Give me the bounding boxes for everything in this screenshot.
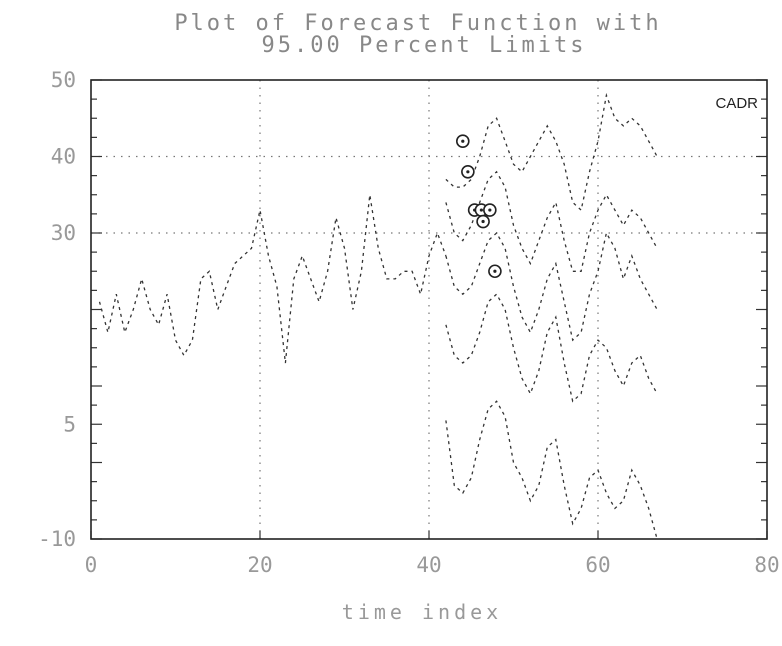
y-tick-labels: -10 5 30 40 50 <box>38 68 76 551</box>
y-tick-label: 40 <box>51 145 76 169</box>
chart-title-line-1: Plot of Forecast Function with <box>174 11 661 36</box>
x-tick-label: 40 <box>416 553 441 577</box>
forecast-series-line <box>445 231 658 342</box>
y-tick-label: 50 <box>51 68 76 92</box>
outlier-markers <box>455 134 502 279</box>
outlier-marker-dot <box>481 219 485 224</box>
y-tick-label: -10 <box>38 527 76 551</box>
axis-ticks <box>90 79 768 540</box>
outlier-marker-dot <box>479 208 483 212</box>
forecast-series-line <box>445 400 658 540</box>
forecast-series-line <box>445 170 658 272</box>
x-tick-label: 80 <box>754 553 779 577</box>
legend-label: CADR <box>715 95 758 112</box>
x-tick-label: 60 <box>585 553 610 577</box>
y-tick-label: 5 <box>63 412 76 436</box>
plot-frame <box>90 79 768 540</box>
y-tick-label: 30 <box>51 221 76 245</box>
x-axis-title: time index <box>342 600 502 624</box>
chart-title-line-2: 95.00 Percent Limits <box>262 33 587 58</box>
x-tick-label: 0 <box>85 553 98 577</box>
x-tick-labels: 0 20 40 60 80 <box>85 553 780 577</box>
observed-series-line <box>98 194 447 364</box>
forecast-series-line <box>445 92 658 212</box>
outlier-marker-dot <box>493 269 497 273</box>
x-tick-label: 20 <box>247 553 272 577</box>
forecast-series <box>98 92 658 540</box>
gridlines <box>91 80 767 539</box>
outlier-marker-dot <box>488 208 492 212</box>
forecast-series-line <box>445 293 658 403</box>
outlier-marker-dot <box>461 139 465 143</box>
outlier-marker-dot <box>466 170 470 174</box>
